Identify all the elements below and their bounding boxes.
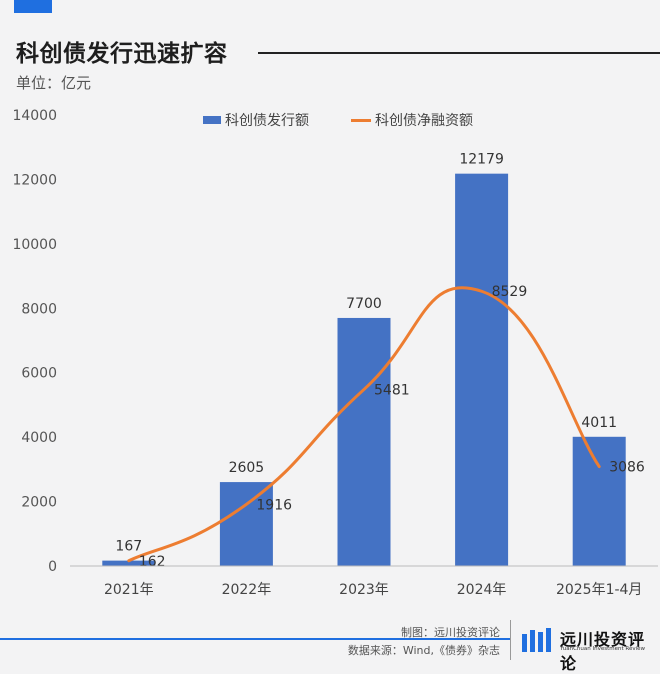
bar-value-label: 12179 xyxy=(459,152,504,168)
line-series xyxy=(127,286,601,563)
line-value-label: 3086 xyxy=(609,460,645,476)
logo-name-en: YuanChuan Investment Review xyxy=(560,646,646,652)
bar xyxy=(572,436,626,566)
x-tick-label: 2025年1-4月 xyxy=(556,582,643,598)
line-value-label: 5481 xyxy=(374,382,410,398)
legend-item-line: 科创债净融资额 xyxy=(351,110,473,130)
legend-item-bar: 科创债发行额 xyxy=(203,110,309,130)
y-tick-label: 2000 xyxy=(21,495,57,511)
y-axis: 0 2000 4000 6000 8000 10000 12000 14000 xyxy=(12,108,57,575)
y-tick-label: 8000 xyxy=(21,301,57,317)
line-value-label: 162 xyxy=(139,554,166,570)
y-tick-label: 12000 xyxy=(12,172,57,188)
legend: 科创债发行额 科创债净融资额 xyxy=(203,110,515,130)
x-tick-label: 2022年 xyxy=(222,582,272,598)
line-value-label: 8529 xyxy=(492,284,528,300)
bar xyxy=(102,560,156,566)
bar-value-label: 4011 xyxy=(581,415,617,431)
footer-source: 数据来源：Wind,《债券》杂志 xyxy=(347,644,500,657)
legend-swatch-bar xyxy=(203,116,221,124)
top-accent-bar xyxy=(14,0,52,13)
title-divider xyxy=(258,52,660,54)
bar xyxy=(455,173,509,566)
logo-separator xyxy=(510,620,511,660)
x-tick-label: 2023年 xyxy=(339,582,389,598)
yuanchuan-logo-icon xyxy=(522,628,551,652)
legend-label-line: 科创债净融资额 xyxy=(375,113,473,129)
legend-label-bar: 科创债发行额 xyxy=(225,113,309,129)
y-tick-label: 4000 xyxy=(21,430,57,446)
chart-title: 科创债发行迅速扩容 xyxy=(16,41,228,67)
bar-value-label: 167 xyxy=(115,539,142,555)
y-tick-label: 0 xyxy=(48,559,57,575)
footer-divider xyxy=(0,638,510,640)
y-tick-label: 10000 xyxy=(12,237,57,253)
bar xyxy=(337,317,391,566)
net-financing-line xyxy=(127,286,601,563)
footer-credit: 制图：远川投资评论 xyxy=(401,626,500,639)
bar-value-label: 2605 xyxy=(229,460,265,476)
brand-logo: 远川投资评论 YuanChuan Investment Review xyxy=(510,618,660,673)
bar xyxy=(219,482,273,566)
y-tick-label: 6000 xyxy=(21,366,57,382)
logo-name-cn: 远川投资评论 xyxy=(560,630,646,673)
legend-swatch-line xyxy=(351,118,371,122)
x-tick-label: 2024年 xyxy=(457,582,507,598)
unit-label: 单位：亿元 xyxy=(16,74,92,92)
y-tick-label: 14000 xyxy=(12,108,57,124)
line-value-label: 1916 xyxy=(256,497,292,513)
x-tick-label: 2021年 xyxy=(104,582,154,598)
bar-value-label: 7700 xyxy=(346,296,382,312)
x-axis: 2021年 2022年 2023年 2024年 2025年1-4月 xyxy=(70,565,658,598)
bar-series xyxy=(102,173,626,566)
